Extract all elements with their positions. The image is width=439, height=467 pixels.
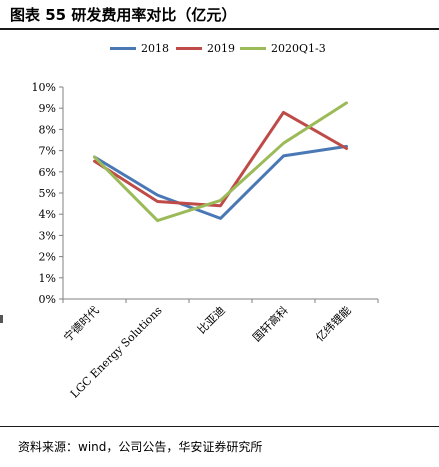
legend-item-2018: 2018 xyxy=(110,40,169,56)
x-tick-label: 宁德时代 xyxy=(61,303,102,344)
title-rule xyxy=(0,28,439,30)
series-line-2020q1-3 xyxy=(93,101,348,223)
y-tick-label: 9% xyxy=(39,102,56,115)
y-tick-label: 3% xyxy=(39,229,56,242)
series-line-2018 xyxy=(93,144,348,220)
series-line-2019 xyxy=(93,110,348,208)
legend-swatch-2020q1-3 xyxy=(240,46,266,50)
edge-mark xyxy=(0,315,3,323)
chart-title: 图表 55 研发费用率对比（亿元） xyxy=(10,6,237,24)
legend-swatch-2019 xyxy=(176,46,202,50)
y-tick-label: 8% xyxy=(39,123,56,136)
legend-swatch-2018 xyxy=(110,46,136,50)
legend: 2018 2019 2020Q1-3 xyxy=(0,40,439,56)
legend-label-2020q1-3: 2020Q1-3 xyxy=(271,41,326,55)
source-rule xyxy=(0,426,439,427)
y-tick-label: 5% xyxy=(39,187,56,200)
y-tick-label: 7% xyxy=(39,145,56,158)
legend-item-2020q1-3: 2020Q1-3 xyxy=(240,40,326,56)
legend-label-2019: 2019 xyxy=(207,41,235,55)
legend-item-2019: 2019 xyxy=(176,40,235,56)
y-tick-label: 10% xyxy=(32,81,56,94)
y-tick-label: 1% xyxy=(39,272,56,285)
legend-label-2018: 2018 xyxy=(141,41,169,55)
x-tick-label: 亿纬锂能 xyxy=(313,303,354,344)
source-note: 资料来源：wind，公司公告，华安证券研究所 xyxy=(18,440,263,454)
y-tick-label: 2% xyxy=(39,251,56,264)
y-tick-label: 4% xyxy=(39,208,56,221)
x-tick-label: 国轩高科 xyxy=(250,303,291,344)
y-tick-label: 0% xyxy=(39,293,56,306)
y-tick-label: 6% xyxy=(39,166,56,179)
x-tick-label: 比亚迪 xyxy=(195,304,228,337)
